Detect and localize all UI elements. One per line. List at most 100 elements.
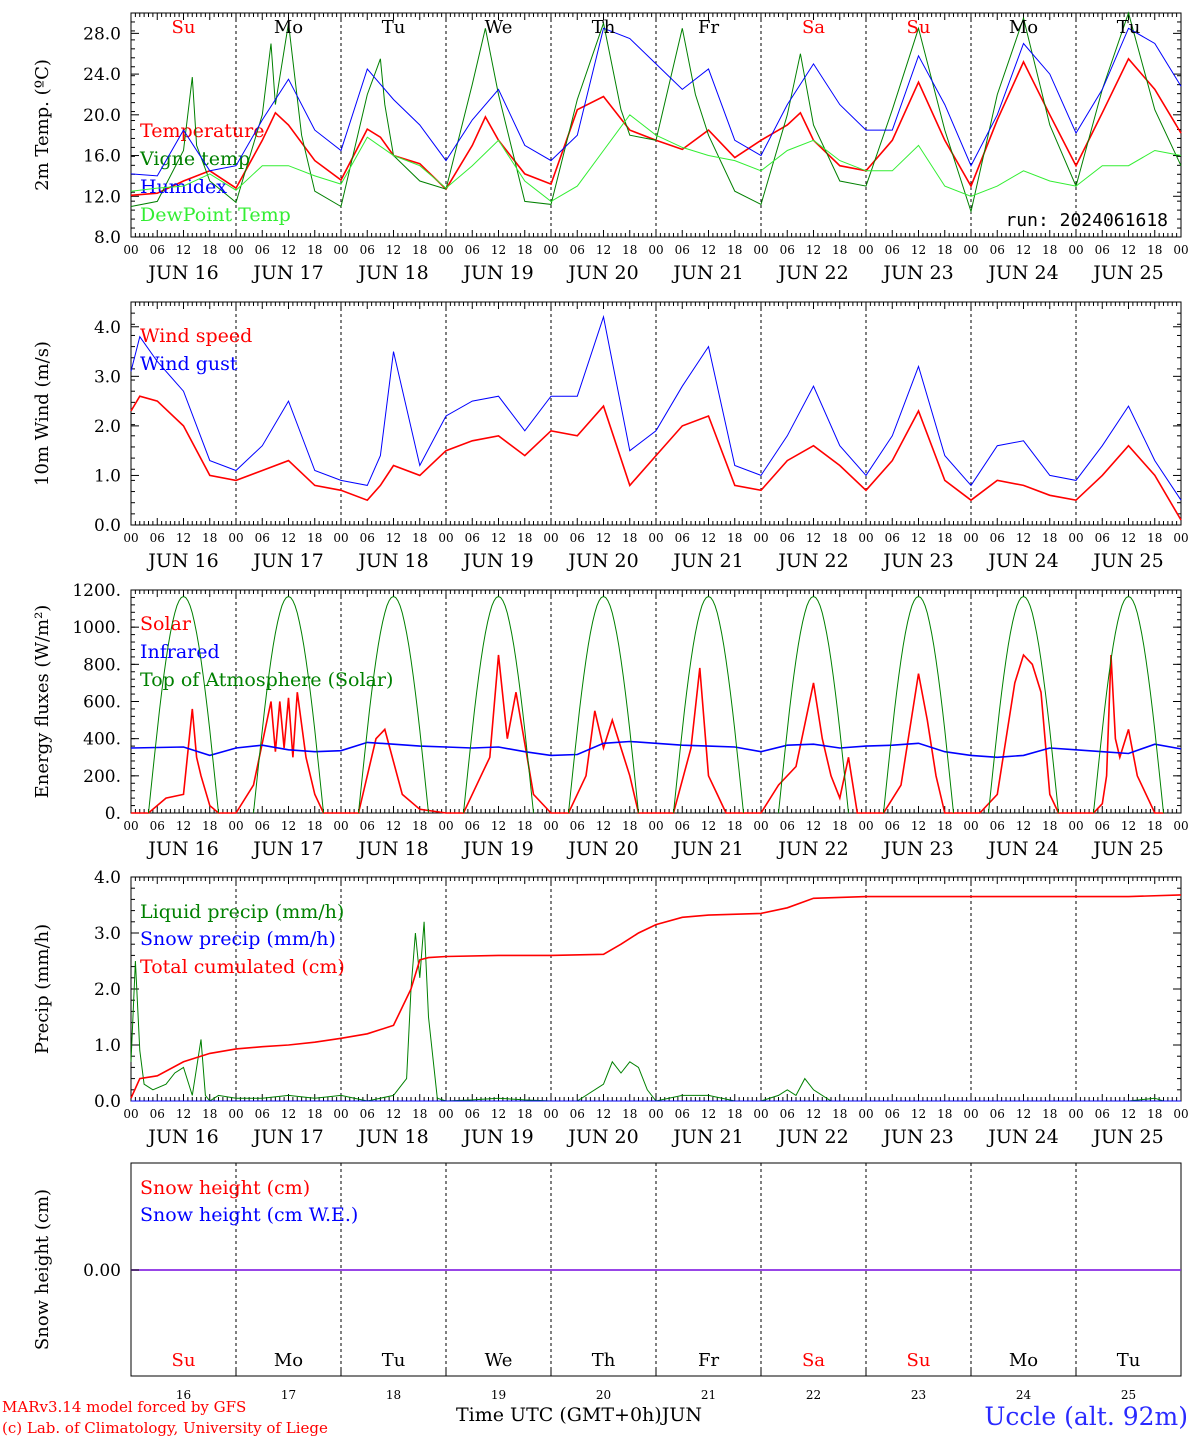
hour-tick-label: 12 (386, 819, 401, 833)
hour-tick-label: 18 (622, 819, 637, 833)
weekday-label: We (485, 17, 513, 38)
hour-tick-label: 06 (360, 531, 375, 545)
legend-entry: Humidex (140, 176, 227, 198)
hour-tick-label: 12 (281, 243, 296, 257)
hour-tick-label: 18 (412, 1107, 427, 1121)
date-label: JUN 20 (566, 1126, 638, 1148)
weekday-label: Sa (802, 17, 825, 38)
hour-tick-label: 18 (307, 1107, 322, 1121)
y-tick-label: 16.0 (83, 147, 121, 167)
date-label: JUN 24 (986, 550, 1058, 572)
hour-tick-label: 00 (1068, 243, 1083, 257)
hour-tick-label: 18 (1147, 1107, 1162, 1121)
hour-tick-label: 18 (1042, 243, 1057, 257)
hour-tick-label: 00 (228, 1107, 243, 1121)
hour-tick-label: 00 (123, 1107, 138, 1121)
date-label: JUN 21 (671, 262, 743, 284)
weekday-label: Tu (1117, 1350, 1141, 1371)
hour-tick-label: 06 (675, 1107, 690, 1121)
date-number-label: 19 (491, 1388, 506, 1402)
legend-entry: Vigne temp (139, 148, 250, 170)
y-tick-label: 12.0 (83, 187, 121, 207)
hour-tick-label: 18 (1147, 531, 1162, 545)
weekday-label: Mo (1009, 1350, 1038, 1371)
hour-tick-label: 06 (255, 1107, 270, 1121)
series-line-0 (131, 653, 1164, 814)
hour-tick-label: 12 (491, 243, 506, 257)
hour-tick-label: 18 (622, 243, 637, 257)
hour-tick-label: 06 (465, 243, 480, 257)
date-label: JUN 24 (986, 1126, 1058, 1148)
hour-tick-label: 12 (176, 1107, 191, 1121)
hour-tick-label: 00 (438, 243, 453, 257)
hour-tick-label: 00 (858, 243, 873, 257)
hour-tick-label: 00 (123, 819, 138, 833)
hour-tick-label: 00 (753, 531, 768, 545)
hour-tick-label: 06 (465, 1107, 480, 1121)
date-label: JUN 19 (461, 550, 533, 572)
hour-tick-label: 18 (1042, 819, 1057, 833)
hour-tick-label: 18 (517, 243, 532, 257)
y-axis-title: Energy fluxes (W/m²) (32, 605, 53, 799)
y-axis-title: Precip (mm/h) (32, 924, 53, 1054)
legend-entry: Liquid precip (mm/h) (140, 901, 344, 923)
hour-tick-label: 18 (727, 1107, 742, 1121)
hour-tick-label: 00 (228, 243, 243, 257)
hour-tick-label: 06 (150, 1107, 165, 1121)
date-label: JUN 21 (671, 550, 743, 572)
weekday-label: Th (592, 17, 616, 38)
hour-tick-label: 00 (858, 1107, 873, 1121)
hour-tick-label: 00 (543, 1107, 558, 1121)
hour-tick-label: 12 (1121, 243, 1136, 257)
hour-tick-label: 06 (150, 819, 165, 833)
weekday-label: Mo (274, 1350, 303, 1371)
hour-tick-label: 12 (911, 531, 926, 545)
hour-tick-label: 06 (675, 819, 690, 833)
hour-tick-label: 00 (333, 1107, 348, 1121)
hour-tick-label: 12 (911, 819, 926, 833)
date-label: JUN 19 (461, 262, 533, 284)
legend-entry: Snow precip (mm/h) (140, 928, 336, 950)
hour-tick-label: 18 (412, 243, 427, 257)
hour-tick-label: 12 (491, 819, 506, 833)
weekday-label: Fr (698, 1350, 719, 1371)
date-number-label: 17 (281, 1388, 296, 1402)
hour-tick-label: 00 (963, 1107, 978, 1121)
legend-entry: Snow height (cm) (140, 1177, 310, 1199)
hour-tick-label: 18 (832, 243, 847, 257)
date-label: JUN 17 (251, 262, 323, 284)
hour-tick-label: 12 (806, 243, 821, 257)
date-label: JUN 22 (776, 262, 848, 284)
weekday-label: We (485, 1350, 513, 1371)
weekday-label: Su (907, 17, 931, 38)
hour-tick-label: 06 (885, 531, 900, 545)
hour-tick-label: 06 (885, 243, 900, 257)
hour-tick-label: 12 (806, 1107, 821, 1121)
y-axis-title: 2m Temp. (ºC) (32, 59, 53, 191)
hour-tick-label: 18 (727, 819, 742, 833)
y-tick-label: 28.0 (83, 24, 121, 44)
y-tick-label: 1200. (72, 581, 121, 601)
hour-tick-label: 18 (307, 819, 322, 833)
x-axis-month: JUN (661, 1404, 702, 1426)
date-label: JUN 23 (881, 262, 953, 284)
hour-tick-label: 06 (1095, 531, 1110, 545)
hour-tick-label: 06 (780, 531, 795, 545)
model-credit: MARv3.14 model forced by GFS (2, 1398, 247, 1416)
date-number-label: 25 (1121, 1388, 1136, 1402)
hour-tick-label: 12 (386, 531, 401, 545)
hour-tick-label: 00 (1068, 531, 1083, 545)
hour-tick-label: 18 (517, 531, 532, 545)
y-tick-label: 3.0 (94, 367, 121, 387)
series-line-1 (130, 314, 1182, 501)
hour-tick-label: 06 (255, 243, 270, 257)
date-label: JUN 25 (1091, 550, 1163, 572)
hour-tick-label: 00 (1173, 1107, 1188, 1121)
hour-tick-label: 12 (596, 531, 611, 545)
hour-tick-label: 06 (885, 819, 900, 833)
series-line-2 (130, 27, 1182, 177)
date-label: JUN 18 (356, 550, 428, 572)
series-line-2 (130, 894, 1182, 1099)
hour-tick-label: 06 (780, 1107, 795, 1121)
legend-entry: Infrared (140, 641, 220, 663)
